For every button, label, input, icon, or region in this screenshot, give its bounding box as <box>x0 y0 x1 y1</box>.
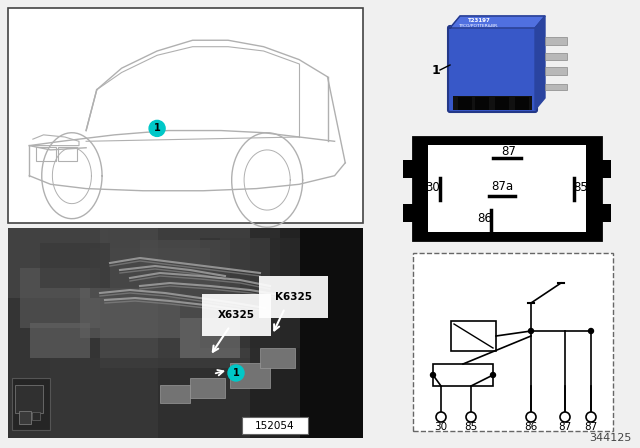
Bar <box>160 278 240 318</box>
Text: 85: 85 <box>465 422 477 432</box>
Bar <box>413 253 613 431</box>
Bar <box>40 243 110 288</box>
Bar <box>200 238 355 348</box>
Bar <box>19 411 31 424</box>
Bar <box>58 146 77 161</box>
Circle shape <box>490 372 495 378</box>
Bar <box>20 268 100 328</box>
Bar <box>15 385 43 413</box>
Bar <box>545 67 567 75</box>
Circle shape <box>431 372 435 378</box>
Text: X6325: X6325 <box>218 310 255 320</box>
Text: K6325: K6325 <box>275 292 312 302</box>
Bar <box>8 8 363 223</box>
Bar <box>428 145 586 232</box>
Circle shape <box>529 328 534 333</box>
Bar <box>160 385 190 403</box>
Text: 87: 87 <box>584 422 598 432</box>
Bar <box>190 378 225 398</box>
Bar <box>32 412 40 420</box>
Bar <box>260 348 295 368</box>
Text: TYCO/POTTER&BR.: TYCO/POTTER&BR. <box>458 24 499 28</box>
Bar <box>458 97 472 110</box>
Bar <box>515 97 529 110</box>
Text: 344125: 344125 <box>589 433 632 443</box>
Bar <box>220 238 270 298</box>
Bar <box>475 97 489 110</box>
Text: T23197: T23197 <box>468 18 491 23</box>
Text: 1: 1 <box>432 64 441 77</box>
FancyBboxPatch shape <box>448 26 537 112</box>
Bar <box>36 146 56 161</box>
Text: 86: 86 <box>477 211 492 224</box>
Text: 87: 87 <box>502 145 516 158</box>
Bar <box>180 318 240 358</box>
Circle shape <box>586 412 596 422</box>
Text: 30: 30 <box>426 181 440 194</box>
Bar <box>495 97 509 110</box>
Text: 152054: 152054 <box>255 421 295 431</box>
Bar <box>453 96 532 110</box>
Bar <box>8 228 363 438</box>
Bar <box>90 248 210 298</box>
Bar <box>413 137 601 240</box>
Bar <box>300 228 363 438</box>
Bar <box>403 160 414 178</box>
Circle shape <box>466 412 476 422</box>
Polygon shape <box>535 16 545 110</box>
Bar <box>250 228 363 438</box>
Bar <box>545 84 567 90</box>
Bar <box>545 37 567 45</box>
Bar <box>30 323 90 358</box>
Circle shape <box>560 412 570 422</box>
Bar <box>433 364 493 386</box>
Circle shape <box>589 328 593 333</box>
Bar <box>601 160 611 178</box>
Bar <box>80 288 180 338</box>
Circle shape <box>526 412 536 422</box>
Circle shape <box>436 412 446 422</box>
Circle shape <box>149 121 165 136</box>
Text: 1: 1 <box>154 123 161 134</box>
Circle shape <box>228 365 244 381</box>
Bar <box>403 204 414 222</box>
Bar <box>451 321 496 351</box>
Bar <box>545 53 567 60</box>
Text: 30: 30 <box>435 422 447 432</box>
Polygon shape <box>450 16 545 28</box>
Bar <box>8 228 158 438</box>
Text: 86: 86 <box>524 422 538 432</box>
Bar <box>100 228 280 368</box>
Bar <box>230 363 270 388</box>
Text: 85: 85 <box>573 181 588 194</box>
Bar <box>8 228 108 298</box>
Text: 87: 87 <box>558 422 572 432</box>
Bar <box>601 204 611 222</box>
Bar <box>140 240 230 288</box>
Bar <box>50 358 250 438</box>
Bar <box>12 378 50 430</box>
Text: 1: 1 <box>232 368 239 378</box>
Text: 87a: 87a <box>491 180 513 193</box>
Bar <box>242 417 308 434</box>
